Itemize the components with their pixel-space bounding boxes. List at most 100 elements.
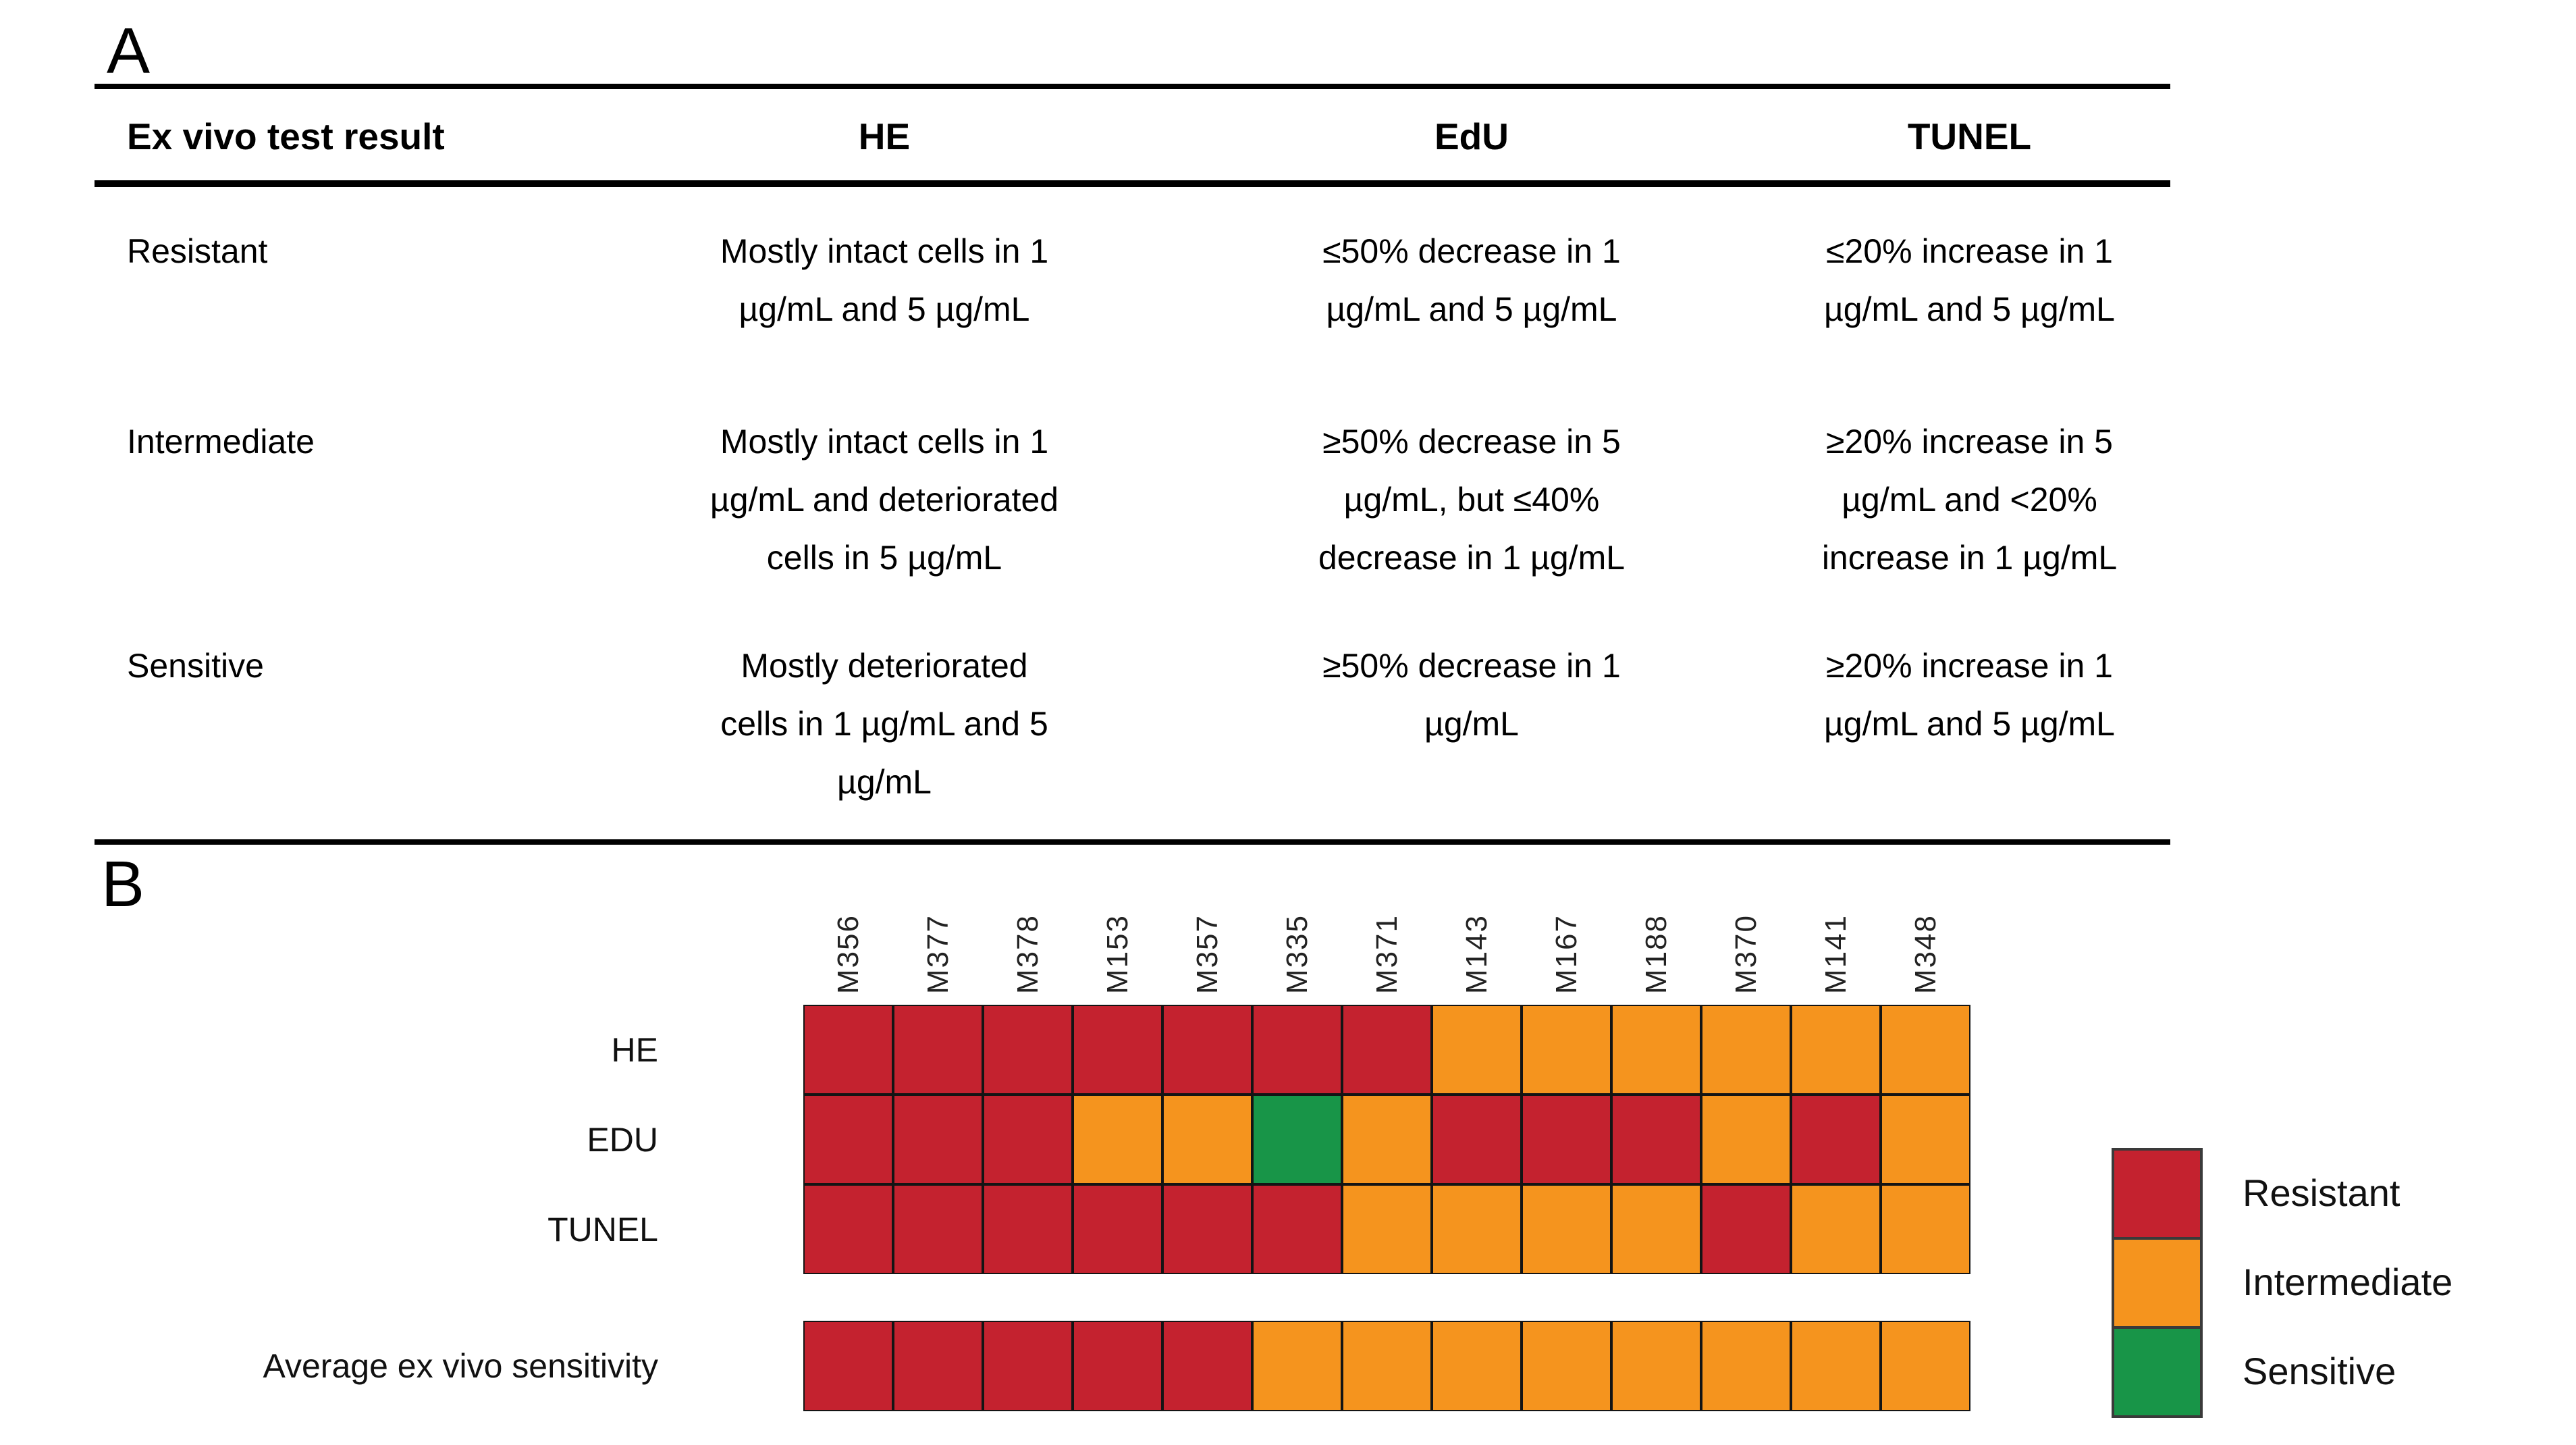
- legend-label-intermediate: Intermediate: [2243, 1261, 2453, 1303]
- intermediate-tunel-criteria: ≥20% increase in 5 µg/mL and <20% increa…: [1821, 422, 2118, 577]
- heatmap-cell-TUNEL-M153: [1073, 1184, 1162, 1274]
- column-label-M188: M188: [1611, 871, 1701, 994]
- column-label-text: M378: [1011, 914, 1044, 994]
- column-label-M167: M167: [1522, 871, 1611, 994]
- heatmap-row-label-he: HE: [611, 1030, 658, 1069]
- column-label-text: M357: [1190, 914, 1224, 994]
- column-label-M348: M348: [1881, 871, 1970, 994]
- heatmap-grid: [803, 1005, 1970, 1274]
- heatmap-cell-HE-M370: [1701, 1005, 1791, 1095]
- column-label-M377: M377: [893, 871, 983, 994]
- heatmap-cell-Average-ex-vivo-sensitivity-M348: [1881, 1321, 1970, 1411]
- heatmap-cell-EDU-M378: [983, 1095, 1073, 1184]
- heatmap-cell-TUNEL-M335: [1252, 1184, 1342, 1274]
- heatmap-cell-EDU-M143: [1432, 1095, 1522, 1184]
- heatmap-row-label-edu: EDU: [587, 1120, 658, 1159]
- heatmap-cell-HE-M335: [1252, 1005, 1342, 1095]
- legend-label-sensitive: Sensitive: [2243, 1350, 2396, 1392]
- heatmap-cell-Average-ex-vivo-sensitivity-M371: [1342, 1321, 1432, 1411]
- column-label-M335: M335: [1252, 871, 1342, 994]
- heatmap-cell-TUNEL-M188: [1611, 1184, 1701, 1274]
- heatmap-cell-Average-ex-vivo-sensitivity-M357: [1162, 1321, 1252, 1411]
- heatmap-cell-Average-ex-vivo-sensitivity-M141: [1791, 1321, 1881, 1411]
- heatmap-cell-EDU-M188: [1611, 1095, 1701, 1184]
- row-label-sensitive: Sensitive: [127, 646, 264, 685]
- heatmap-cell-HE-M141: [1791, 1005, 1881, 1095]
- heatmap-cell-EDU-M141: [1791, 1095, 1881, 1184]
- column-label-M370: M370: [1701, 871, 1791, 994]
- ex-vivo-criteria-table: Ex vivo test result HE EdU TUNEL Resista…: [95, 84, 2170, 845]
- heatmap-cell-TUNEL-M378: [983, 1184, 1073, 1274]
- column-label-text: M141: [1819, 914, 1852, 994]
- heatmap-cell-Average-ex-vivo-sensitivity-M335: [1252, 1321, 1342, 1411]
- heatmap-cell-TUNEL-M143: [1432, 1184, 1522, 1274]
- sensitive-he-criteria: Mostly deteriorated cells in 1 µg/mL and…: [720, 646, 1048, 801]
- column-label-text: M377: [921, 914, 955, 994]
- column-label-text: M356: [831, 914, 865, 994]
- sensitive-edu-criteria: ≥50% decrease in 1 µg/mL: [1322, 646, 1621, 743]
- row-label-intermediate: Intermediate: [127, 422, 315, 461]
- legend-swatch-intermediate: [2112, 1237, 2203, 1329]
- column-label-M153: M153: [1073, 871, 1162, 994]
- heatmap-average-grid: [803, 1321, 1970, 1411]
- heatmap-cell-HE-M348: [1881, 1005, 1970, 1095]
- column-label-text: M167: [1549, 914, 1583, 994]
- table-header-row: Ex vivo test result HE EdU TUNEL: [95, 86, 2170, 187]
- heatmap-cell-Average-ex-vivo-sensitivity-M167: [1522, 1321, 1611, 1411]
- heatmap-cell-Average-ex-vivo-sensitivity-M377: [893, 1321, 983, 1411]
- legend-swatch-resistant: [2112, 1148, 2203, 1240]
- heatmap-row-label-tunel: TUNEL: [547, 1210, 658, 1249]
- heatmap-cell-TUNEL-M357: [1162, 1184, 1252, 1274]
- column-label-M378: M378: [983, 871, 1073, 994]
- heatmap-cell-HE-M357: [1162, 1005, 1252, 1095]
- header-ex-vivo-test-result: Ex vivo test result: [95, 86, 594, 187]
- heatmap-cell-HE-M356: [803, 1005, 893, 1095]
- intermediate-edu-criteria: ≥50% decrease in 5 µg/mL, but ≤40% decre…: [1318, 422, 1626, 577]
- column-label-text: M143: [1459, 914, 1493, 994]
- column-label-text: M188: [1639, 914, 1673, 994]
- heatmap-cell-HE-M377: [893, 1005, 983, 1095]
- sensitive-tunel-criteria: ≥20% increase in 1 µg/mL and 5 µg/mL: [1824, 646, 2115, 743]
- heatmap-cell-HE-M153: [1073, 1005, 1162, 1095]
- heatmap-cell-HE-M143: [1432, 1005, 1522, 1095]
- heatmap-cell-EDU-M348: [1881, 1095, 1970, 1184]
- heatmap-cell-EDU-M167: [1522, 1095, 1611, 1184]
- column-label-M357: M357: [1162, 871, 1252, 994]
- table-row-sensitive: Sensitive Mostly deteriorated cells in 1…: [95, 637, 2170, 842]
- heatmap-cell-TUNEL-M371: [1342, 1184, 1432, 1274]
- heatmap-cell-TUNEL-M370: [1701, 1184, 1791, 1274]
- panel-a-label: A: [107, 15, 151, 87]
- heatmap-cell-EDU-M377: [893, 1095, 983, 1184]
- heatmap-cell-EDU-M357: [1162, 1095, 1252, 1184]
- header-he: HE: [594, 86, 1175, 187]
- resistant-edu-criteria: ≤50% decrease in 1 µg/mL and 5 µg/mL: [1322, 232, 1621, 328]
- column-label-text: M348: [1908, 914, 1942, 994]
- heatmap-cell-TUNEL-M167: [1522, 1184, 1611, 1274]
- panel-b-label: B: [101, 848, 145, 920]
- table-row-intermediate: Intermediate Mostly intact cells in 1 µg…: [95, 413, 2170, 637]
- column-label-text: M370: [1729, 914, 1763, 994]
- resistant-tunel-criteria: ≤20% increase in 1 µg/mL and 5 µg/mL: [1824, 232, 2115, 328]
- heatmap-cell-HE-M167: [1522, 1005, 1611, 1095]
- legend-label-resistant: Resistant: [2243, 1172, 2400, 1214]
- header-tunel: TUNEL: [1769, 86, 2170, 187]
- heatmap-cell-TUNEL-M356: [803, 1184, 893, 1274]
- heatmap-cell-EDU-M370: [1701, 1095, 1791, 1184]
- heatmap-cell-Average-ex-vivo-sensitivity-M153: [1073, 1321, 1162, 1411]
- row-label-resistant: Resistant: [127, 232, 268, 270]
- heatmap-cell-EDU-M371: [1342, 1095, 1432, 1184]
- column-label-M356: M356: [803, 871, 893, 994]
- heatmap-cell-TUNEL-M377: [893, 1184, 983, 1274]
- heatmap-row-label-average-ex-vivo-sensitivity: Average ex vivo sensitivity: [263, 1347, 658, 1385]
- column-label-text: M335: [1280, 914, 1314, 994]
- heatmap-cell-TUNEL-M141: [1791, 1184, 1881, 1274]
- heatmap-cell-EDU-M153: [1073, 1095, 1162, 1184]
- resistant-he-criteria: Mostly intact cells in 1 µg/mL and 5 µg/…: [720, 232, 1049, 328]
- heatmap-cell-EDU-M356: [803, 1095, 893, 1184]
- intermediate-he-criteria: Mostly intact cells in 1 µg/mL and deter…: [709, 422, 1059, 577]
- column-label-text: M371: [1370, 914, 1403, 994]
- heatmap-cell-Average-ex-vivo-sensitivity-M356: [803, 1321, 893, 1411]
- legend-swatch-sensitive: [2112, 1326, 2203, 1418]
- heatmap-cell-HE-M378: [983, 1005, 1073, 1095]
